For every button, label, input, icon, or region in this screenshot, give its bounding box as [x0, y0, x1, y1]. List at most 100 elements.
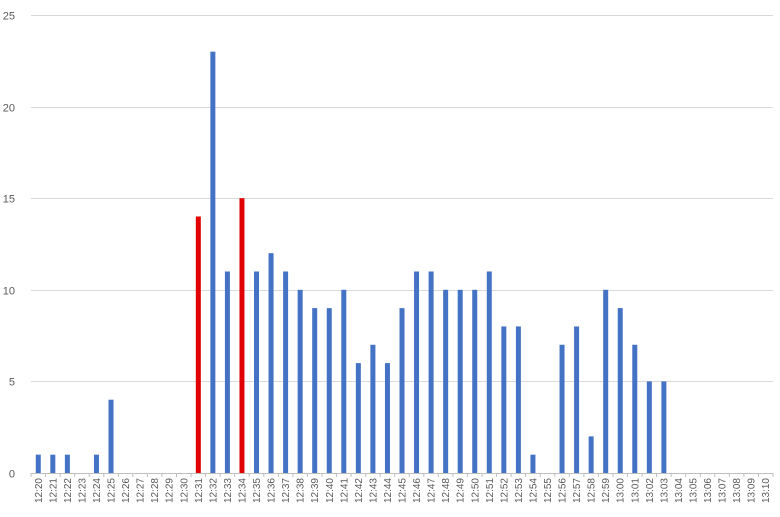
bar-1245 — [399, 308, 405, 473]
x-tick-label: 12:27 — [136, 478, 147, 503]
x-tick-label: 13:08 — [732, 478, 743, 503]
x-tick-label: 12:39 — [310, 478, 321, 503]
x-tick-label: 12:31 — [194, 478, 205, 503]
y-tick-label: 15 — [3, 194, 15, 206]
bar-1241 — [341, 289, 347, 473]
bar-1242 — [355, 363, 361, 473]
bar-1252 — [501, 326, 507, 473]
x-tick-label: 12:26 — [121, 478, 132, 503]
bar-1235 — [254, 271, 260, 473]
x-tick-label: 12:44 — [383, 478, 394, 503]
bar-1220 — [35, 454, 41, 473]
x-tick-label: 12:32 — [208, 478, 219, 503]
x-tick-label: 12:55 — [543, 478, 554, 503]
x-tick-label: 12:35 — [252, 478, 263, 503]
x-tick-label: 12:29 — [165, 478, 176, 503]
y-tick-label: 5 — [9, 377, 15, 389]
y-tick-label: 25 — [3, 11, 15, 23]
x-tick-label: 12:50 — [470, 478, 481, 503]
x-tick-label: 12:20 — [34, 478, 45, 503]
x-tick-label: 12:51 — [485, 478, 496, 503]
bar-1257 — [574, 326, 580, 473]
x-tick-label: 13:06 — [703, 478, 714, 503]
x-tick-label: 12:41 — [339, 478, 350, 503]
bar-1233 — [224, 271, 230, 473]
bar-1251 — [486, 271, 492, 473]
x-tick-label: 13:10 — [761, 478, 772, 503]
bars — [35, 51, 667, 473]
bar-1221 — [50, 454, 56, 473]
y-tick-label: 20 — [3, 103, 15, 115]
bar-1236 — [268, 253, 274, 473]
x-tick-label: 12:28 — [150, 478, 161, 503]
x-tick-label: 12:54 — [528, 478, 539, 503]
x-tick-label: 12:48 — [441, 478, 452, 503]
bar-1246 — [414, 271, 420, 473]
bar-1225 — [108, 399, 114, 473]
x-tick-label: 12:25 — [107, 478, 118, 503]
bar-1247 — [428, 271, 434, 473]
x-tick-label: 12:34 — [237, 478, 248, 503]
bar-1237 — [283, 271, 289, 473]
bar-1248 — [443, 289, 449, 473]
x-tick-label: 12:43 — [368, 478, 379, 503]
x-tick-label: 12:36 — [267, 478, 278, 503]
x-tick-label: 12:23 — [77, 478, 88, 503]
y-axis: 0 5 10 15 20 25 — [3, 11, 15, 481]
x-tick-label: 12:40 — [325, 478, 336, 503]
x-tick-label: 12:57 — [572, 478, 583, 503]
bar-1303 — [661, 381, 667, 473]
x-axis: 12:20 12:21 12:22 12:23 12:24 12:25 12:26 12:27… — [30, 473, 774, 503]
bar-1243 — [370, 344, 376, 473]
bar-1249 — [457, 289, 463, 473]
x-tick-label: 12:45 — [398, 478, 409, 503]
bar-1256 — [559, 344, 565, 473]
x-tick-label: 13:09 — [747, 478, 758, 503]
bar-1239 — [312, 308, 318, 473]
x-tick-label: 12:30 — [179, 478, 190, 503]
x-tick-label: 12:47 — [427, 478, 438, 503]
bar-1244 — [384, 363, 390, 473]
x-tick-label: 12:33 — [223, 478, 234, 503]
x-tick-label: 12:52 — [499, 478, 510, 503]
x-tick-label: 13:05 — [688, 478, 699, 503]
bar-1302 — [646, 381, 652, 473]
y-tick-label: 10 — [3, 286, 15, 298]
gridlines — [31, 15, 773, 474]
x-tick-label: 12:42 — [354, 478, 365, 503]
x-tick-label: 12:59 — [601, 478, 612, 503]
x-tick-label: 12:21 — [48, 478, 59, 503]
x-tick-label: 12:58 — [587, 478, 598, 503]
bar-1238 — [297, 289, 303, 473]
x-tick-label: 13:04 — [674, 478, 685, 503]
bar-1232 — [210, 51, 216, 473]
bar-1258 — [588, 436, 594, 473]
x-tick-label: 12:37 — [281, 478, 292, 503]
bar-1254 — [530, 454, 536, 473]
bar-1222 — [64, 454, 70, 473]
bar-1231 — [195, 216, 201, 473]
bar-1250 — [472, 289, 478, 473]
bar-1301 — [632, 344, 638, 473]
x-tick-label: 13:07 — [718, 478, 729, 503]
x-tick-label: 13:00 — [616, 478, 627, 503]
bar-1300 — [617, 308, 623, 473]
x-tick-label: 12:24 — [92, 478, 103, 503]
bar-1224 — [93, 454, 99, 473]
x-tick-label: 12:56 — [558, 478, 569, 503]
bar-1234 — [239, 198, 245, 473]
bar-1240 — [326, 308, 332, 473]
x-tick-label: 13:01 — [630, 478, 641, 503]
x-tick-label: 12:53 — [514, 478, 525, 503]
x-tick-label: 12:46 — [412, 478, 423, 503]
x-tick-label: 12:49 — [456, 478, 467, 503]
bar-1253 — [515, 326, 521, 473]
y-tick-label: 0 — [9, 469, 15, 481]
x-tick-label: 13:03 — [659, 478, 670, 503]
x-tick-label: 12:22 — [63, 478, 74, 503]
x-tick-label: 12:38 — [296, 478, 307, 503]
x-tick-label: 13:02 — [645, 478, 656, 503]
bar-1259 — [603, 289, 609, 473]
